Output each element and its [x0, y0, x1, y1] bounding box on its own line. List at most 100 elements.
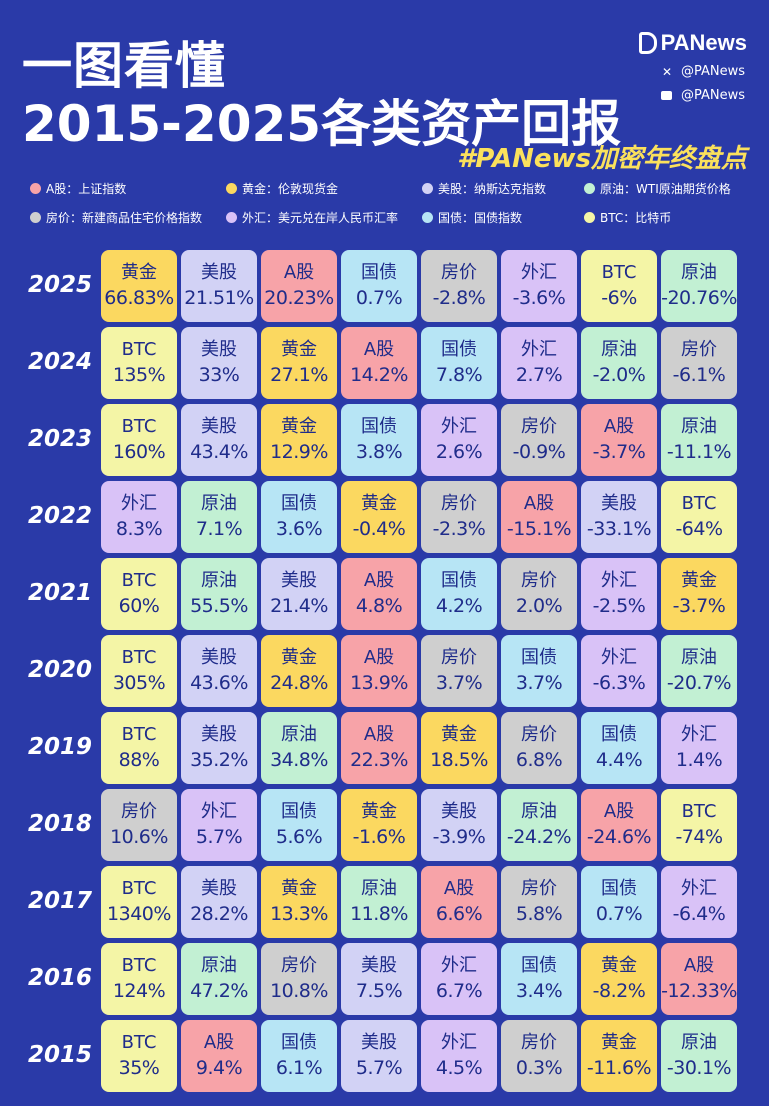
asset-name: 黄金 [281, 339, 317, 360]
asset-name: 房价 [521, 416, 557, 437]
return-value: 6.6% [435, 903, 483, 925]
return-value: 33% [198, 364, 240, 386]
legend-label: 黄金：伦敦现货金 [242, 182, 339, 196]
return-value: 1340% [107, 903, 171, 925]
asset-name: 国债 [281, 1032, 317, 1053]
return-cell: 房价 -2.3% [421, 481, 497, 553]
year-label: 2023 [27, 426, 92, 452]
asset-name: 房价 [281, 955, 317, 976]
asset-name: BTC [121, 955, 157, 976]
asset-name: BTC [121, 878, 157, 899]
return-cell: 原油 11.8% [341, 866, 417, 938]
return-cell: BTC 305% [101, 635, 177, 707]
return-value: 5.6% [275, 826, 323, 848]
asset-name: 原油 [201, 570, 237, 591]
return-value: 5.8% [515, 903, 563, 925]
return-value: 305% [112, 672, 166, 694]
table-row: 2019 BTC 88% 美股 35.2% 原油 34.8% A股 22.3% 黄金 18.5% 房价… [20, 710, 750, 784]
return-cell: 美股 5.7% [341, 1020, 417, 1092]
asset-name: 外汇 [601, 570, 637, 591]
return-cell: 外汇 8.3% [101, 481, 177, 553]
return-cell: 外汇 2.7% [501, 327, 577, 399]
return-cell: 原油 -2.0% [581, 327, 657, 399]
return-cell: 国债 3.6% [261, 481, 337, 553]
return-cell: 房价 0.3% [501, 1020, 577, 1092]
return-value: -33.1% [586, 518, 652, 540]
asset-name: 原油 [681, 1032, 717, 1053]
asset-name: 黄金 [441, 724, 477, 745]
return-value: 21.4% [270, 595, 328, 617]
return-value: -6% [601, 287, 637, 309]
return-value: -6.4% [672, 903, 726, 925]
asset-name: 外汇 [601, 647, 637, 668]
return-cell: 美股 33% [181, 327, 257, 399]
return-value: 66.83% [104, 287, 174, 309]
asset-name: 原油 [521, 801, 557, 822]
return-value: 88% [118, 749, 160, 771]
return-value: 24.8% [270, 672, 328, 694]
year-label: 2021 [27, 580, 92, 606]
return-cell: 房价 -0.9% [501, 404, 577, 476]
return-cell: 外汇 6.7% [421, 943, 497, 1015]
asset-name: 外汇 [521, 339, 557, 360]
return-value: -11.1% [666, 441, 732, 463]
return-cell: 原油 34.8% [261, 712, 337, 784]
return-cell: BTC 135% [101, 327, 177, 399]
hashtag: #PANews加密年终盘点 [457, 144, 747, 174]
asset-name: 外汇 [681, 724, 717, 745]
return-cell: BTC -64% [661, 481, 737, 553]
asset-name: 原油 [601, 339, 637, 360]
asset-name: 美股 [201, 724, 237, 745]
asset-name: BTC [121, 724, 157, 745]
asset-name: A股 [363, 724, 395, 745]
legend-item: 美股：纳斯达克指数 [422, 180, 584, 197]
asset-name: A股 [683, 955, 715, 976]
return-cell: BTC -6% [581, 250, 657, 322]
return-cell: 国债 0.7% [341, 250, 417, 322]
asset-name: 国债 [281, 493, 317, 514]
return-cell: 外汇 1.4% [661, 712, 737, 784]
legend-label: 原油：WTI原油期货价格 [600, 182, 731, 196]
return-value: -15.1% [506, 518, 572, 540]
asset-name: 房价 [521, 570, 557, 591]
return-cell: 美股 21.4% [261, 558, 337, 630]
return-value: 7.1% [195, 518, 243, 540]
return-value: 1.4% [675, 749, 723, 771]
return-value: 2.6% [435, 441, 483, 463]
return-value: 4.5% [435, 1057, 483, 1079]
return-cell: 国债 3.8% [341, 404, 417, 476]
page-title-line1: 一图看懂 [22, 37, 226, 95]
return-cell: 房价 6.8% [501, 712, 577, 784]
page-title-line2: 2015-2025各类资产回报 [22, 95, 622, 153]
return-value: 2.0% [515, 595, 563, 617]
return-cell: 国债 5.6% [261, 789, 337, 861]
table-row: 2017 BTC 1340% 美股 28.2% 黄金 13.3% 原油 11.8% A股 6.6% 房… [20, 864, 750, 938]
return-value: -20.76% [661, 287, 737, 309]
return-cell: BTC 160% [101, 404, 177, 476]
return-cell: 房价 5.8% [501, 866, 577, 938]
legend-item: 黄金：伦敦现货金 [226, 180, 422, 197]
return-value: -8.2% [592, 980, 646, 1002]
return-cell: 黄金 -3.7% [661, 558, 737, 630]
asset-name: A股 [203, 1032, 235, 1053]
return-value: 10.8% [270, 980, 328, 1002]
year-label: 2015 [27, 1042, 92, 1068]
asset-name: 黄金 [121, 262, 157, 283]
return-value: -2.8% [432, 287, 486, 309]
return-cell: 黄金 18.5% [421, 712, 497, 784]
return-cell: A股 14.2% [341, 327, 417, 399]
return-cell: 国债 4.4% [581, 712, 657, 784]
return-cell: 外汇 -6.3% [581, 635, 657, 707]
asset-name: 外汇 [441, 1032, 477, 1053]
return-cell: 美股 43.4% [181, 404, 257, 476]
return-value: 160% [112, 441, 166, 463]
return-cell: 国债 7.8% [421, 327, 497, 399]
social-x: ✕ @PANews [661, 64, 745, 79]
year-label: 2017 [27, 888, 92, 914]
table-row: 2021 BTC 60% 原油 55.5% 美股 21.4% A股 4.8% 国债 4.2% 房价 2.… [20, 556, 750, 630]
return-cell: 原油 -20.7% [661, 635, 737, 707]
legend-label: 国债：国债指数 [438, 211, 523, 225]
asset-name: 黄金 [361, 493, 397, 514]
table-row: 2022 外汇 8.3% 原油 7.1% 国债 3.6% 黄金 -0.4% 房价 -2.3% A股 -1… [20, 479, 750, 553]
return-cell: 黄金 -11.6% [581, 1020, 657, 1092]
